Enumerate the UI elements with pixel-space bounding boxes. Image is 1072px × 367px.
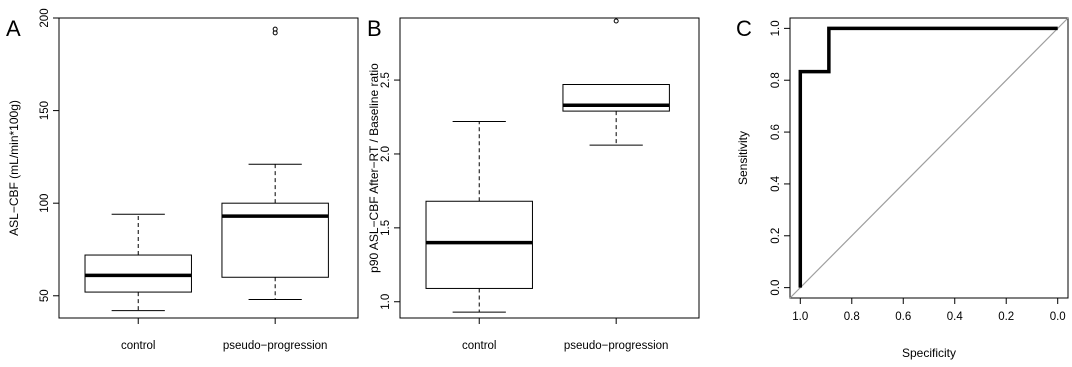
interquartile-box bbox=[221, 202, 329, 278]
y-tick-label: 0.8 bbox=[770, 72, 782, 88]
panel-c-roc-curve: C 1.0 0.8 0.6 0.4 0.2 0.0 0.0 0.2 0.4 0.6 0.8 1.0 Spe… bbox=[736, 16, 1069, 360]
y-tick-label: 1.5 bbox=[380, 220, 392, 236]
y-axis-label: p90 ASL−CBF After−RT / Baseline ratio bbox=[367, 63, 381, 273]
y-tick-label: 0.2 bbox=[770, 228, 782, 244]
y-tick-label: 50 bbox=[39, 289, 51, 302]
x-tick-label: 1.0 bbox=[792, 311, 808, 323]
y-tick-label: 2.5 bbox=[380, 72, 392, 88]
box-pseudo-progression bbox=[221, 26, 329, 300]
x-tick-label: 0.8 bbox=[844, 311, 860, 323]
interquartile-box bbox=[425, 200, 533, 289]
plot-frame bbox=[789, 17, 1069, 299]
y-tick-label: 0.0 bbox=[770, 280, 782, 296]
box-control bbox=[425, 120, 533, 313]
plot-frame bbox=[58, 17, 359, 319]
x-tick-label: 0.0 bbox=[1050, 311, 1066, 323]
y-axis-label: Sensitivity bbox=[736, 131, 750, 185]
x-category-label: pseudo−progression bbox=[564, 340, 669, 352]
y-tick-label: 100 bbox=[39, 194, 51, 213]
y-tick-label: 1.0 bbox=[770, 20, 782, 36]
x-category-label: control bbox=[121, 340, 156, 352]
box-control bbox=[84, 213, 192, 312]
y-axis-label: ASL−CBF (mL/min*100g) bbox=[7, 100, 21, 236]
x-tick-label: 0.2 bbox=[998, 311, 1014, 323]
outlier-point bbox=[613, 18, 619, 24]
interquartile-box bbox=[562, 84, 670, 112]
y-tick-label: 0.4 bbox=[770, 175, 782, 192]
x-axis-label: Specificity bbox=[902, 346, 956, 360]
box-pseudo-progression bbox=[562, 18, 670, 146]
panel-label: B bbox=[367, 16, 382, 41]
x-category-label: pseudo−progression bbox=[223, 340, 328, 352]
reference-diagonal-line bbox=[789, 17, 1069, 299]
outlier-point bbox=[272, 26, 278, 32]
x-tick-label: 0.6 bbox=[895, 311, 911, 323]
interquartile-box bbox=[84, 254, 192, 293]
y-tick-label: 2.0 bbox=[380, 146, 392, 162]
panel-label: C bbox=[736, 16, 752, 41]
panel-a-boxplot: A 50 100 150 200 ASL−CBF (mL/min*100g) control… bbox=[6, 8, 359, 352]
y-tick-label: 200 bbox=[39, 8, 51, 27]
roc-curve-line bbox=[798, 26, 1058, 288]
y-tick-label: 150 bbox=[39, 101, 51, 120]
x-tick-label: 0.4 bbox=[947, 311, 964, 323]
y-tick-label: 0.6 bbox=[770, 124, 782, 140]
plot-frame bbox=[399, 17, 700, 319]
y-tick-label: 1.0 bbox=[380, 294, 392, 310]
x-category-label: control bbox=[462, 340, 497, 352]
panel-label: A bbox=[6, 16, 21, 41]
